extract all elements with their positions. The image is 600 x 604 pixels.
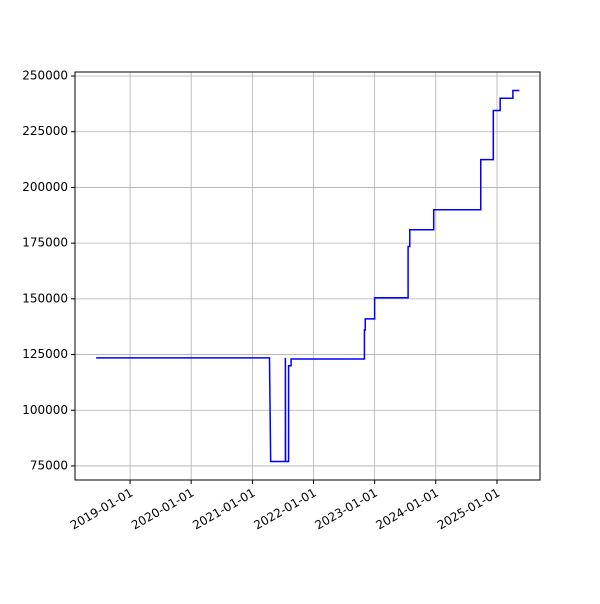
x-tick-label: 2024-01-01 (374, 486, 441, 533)
x-tick-label: 2022-01-01 (251, 486, 318, 533)
x-tick-label: 2019-01-01 (68, 486, 135, 533)
y-tick-label: 250000 (22, 69, 68, 83)
x-tick-label: 2025-01-01 (435, 486, 502, 533)
y-tick-label: 75000 (30, 458, 68, 472)
y-tick-label: 150000 (22, 291, 68, 305)
data-line (96, 89, 520, 463)
y-tick-label: 125000 (22, 347, 68, 361)
x-tick-label: 2023-01-01 (312, 486, 379, 533)
x-tick-label: 2021-01-01 (190, 486, 257, 533)
y-tick-label: 175000 (22, 236, 68, 250)
y-tick-label: 225000 (22, 124, 68, 138)
x-tick-label: 2020-01-01 (129, 486, 196, 533)
plot-frame (74, 71, 541, 481)
y-tick-label: 100000 (22, 403, 68, 417)
y-tick-label: 200000 (22, 180, 68, 194)
